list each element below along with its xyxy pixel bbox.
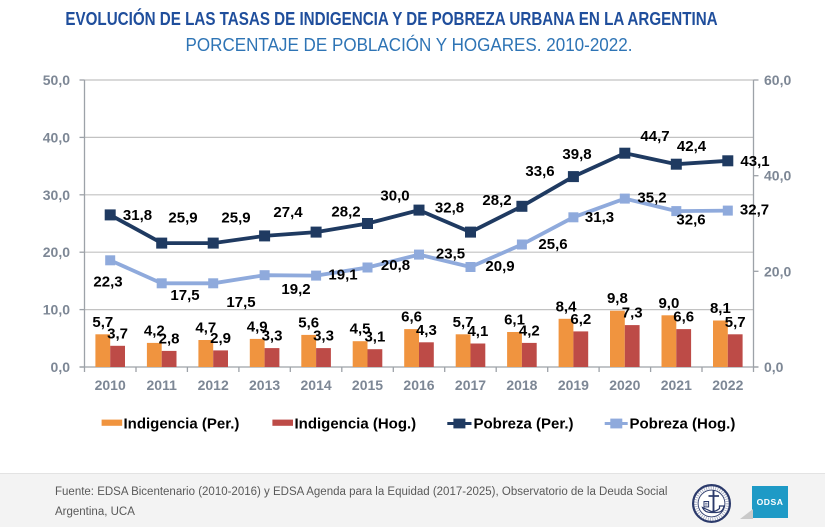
svg-text:20,8: 20,8: [381, 257, 410, 274]
svg-text:10,0: 10,0: [43, 302, 70, 318]
svg-text:4,5: 4,5: [350, 321, 371, 338]
svg-text:2021: 2021: [661, 377, 692, 393]
svg-text:40,0: 40,0: [43, 129, 70, 145]
svg-text:33,6: 33,6: [525, 163, 554, 180]
svg-text:2015: 2015: [352, 377, 383, 393]
svg-text:2011: 2011: [147, 377, 178, 393]
svg-text:20,0: 20,0: [43, 244, 70, 260]
svg-text:5,7: 5,7: [92, 314, 113, 331]
svg-text:2017: 2017: [455, 377, 486, 393]
svg-text:0,0: 0,0: [764, 359, 784, 375]
svg-text:17,5: 17,5: [170, 287, 199, 304]
svg-text:31,3: 31,3: [585, 209, 614, 226]
svg-text:28,2: 28,2: [331, 204, 360, 221]
svg-text:9,8: 9,8: [607, 290, 628, 307]
svg-text:17,5: 17,5: [226, 294, 255, 311]
svg-text:30,0: 30,0: [43, 187, 70, 203]
svg-text:43,1: 43,1: [740, 153, 769, 170]
svg-text:27,4: 27,4: [273, 204, 303, 221]
svg-text:4,7: 4,7: [195, 320, 216, 337]
svg-text:2018: 2018: [506, 377, 537, 393]
svg-text:4,1: 4,1: [467, 323, 488, 340]
svg-text:31,8: 31,8: [123, 207, 152, 224]
svg-text:8,4: 8,4: [556, 298, 578, 315]
svg-text:2022: 2022: [712, 377, 743, 393]
svg-text:2014: 2014: [301, 377, 332, 393]
svg-text:3,3: 3,3: [313, 328, 334, 345]
svg-text:7,3: 7,3: [622, 305, 643, 322]
svg-text:50,0: 50,0: [43, 72, 70, 88]
svg-text:0,0: 0,0: [51, 359, 71, 375]
svg-text:44,7: 44,7: [640, 128, 669, 145]
svg-text:60,0: 60,0: [764, 72, 791, 88]
svg-text:20,9: 20,9: [485, 258, 514, 275]
svg-text:Indigencia (Hog.): Indigencia (Hog.): [295, 415, 417, 432]
svg-text:32,6: 32,6: [676, 212, 705, 229]
svg-text:4,3: 4,3: [416, 322, 437, 339]
svg-text:19,2: 19,2: [281, 281, 310, 298]
svg-text:2,8: 2,8: [159, 330, 180, 347]
svg-text:25,9: 25,9: [168, 210, 197, 227]
svg-text:Pobreza (Per.): Pobreza (Per.): [474, 415, 574, 432]
svg-text:30,0: 30,0: [380, 188, 409, 205]
svg-text:3,7: 3,7: [107, 325, 128, 342]
svg-text:8,1: 8,1: [710, 300, 731, 317]
svg-text:6,1: 6,1: [504, 312, 525, 329]
svg-text:19,1: 19,1: [328, 267, 357, 284]
svg-text:25,9: 25,9: [221, 210, 250, 227]
svg-text:3,3: 3,3: [262, 328, 283, 345]
svg-text:5,6: 5,6: [298, 314, 319, 331]
svg-text:4,2: 4,2: [519, 322, 540, 339]
svg-text:Indigencia (Per.): Indigencia (Per.): [124, 415, 240, 432]
svg-text:23,5: 23,5: [436, 246, 465, 263]
svg-text:5,7: 5,7: [453, 314, 474, 331]
svg-text:4,9: 4,9: [247, 318, 268, 335]
svg-text:Pobreza (Hog.): Pobreza (Hog.): [630, 415, 736, 432]
svg-text:2012: 2012: [198, 377, 229, 393]
svg-text:4,2: 4,2: [144, 322, 165, 339]
svg-text:3,1: 3,1: [364, 329, 385, 346]
svg-text:2013: 2013: [249, 377, 280, 393]
svg-text:40,0: 40,0: [764, 168, 791, 184]
svg-text:6,2: 6,2: [570, 311, 591, 328]
svg-text:28,2: 28,2: [482, 192, 511, 209]
svg-text:2010: 2010: [95, 377, 126, 393]
svg-text:39,8: 39,8: [562, 146, 591, 163]
svg-text:35,2: 35,2: [637, 190, 666, 207]
svg-text:2019: 2019: [558, 377, 589, 393]
svg-text:6,6: 6,6: [401, 309, 422, 326]
svg-text:2,9: 2,9: [210, 330, 231, 347]
svg-text:42,4: 42,4: [677, 138, 707, 155]
svg-text:20,0: 20,0: [764, 263, 791, 279]
svg-text:6,6: 6,6: [673, 309, 694, 326]
svg-text:5,7: 5,7: [725, 314, 746, 331]
svg-text:9,0: 9,0: [658, 295, 679, 312]
svg-text:2016: 2016: [403, 377, 434, 393]
svg-text:22,3: 22,3: [93, 274, 122, 291]
svg-text:32,7: 32,7: [740, 202, 769, 219]
svg-text:25,6: 25,6: [538, 236, 567, 253]
svg-text:2020: 2020: [609, 377, 640, 393]
svg-text:32,8: 32,8: [435, 200, 464, 217]
